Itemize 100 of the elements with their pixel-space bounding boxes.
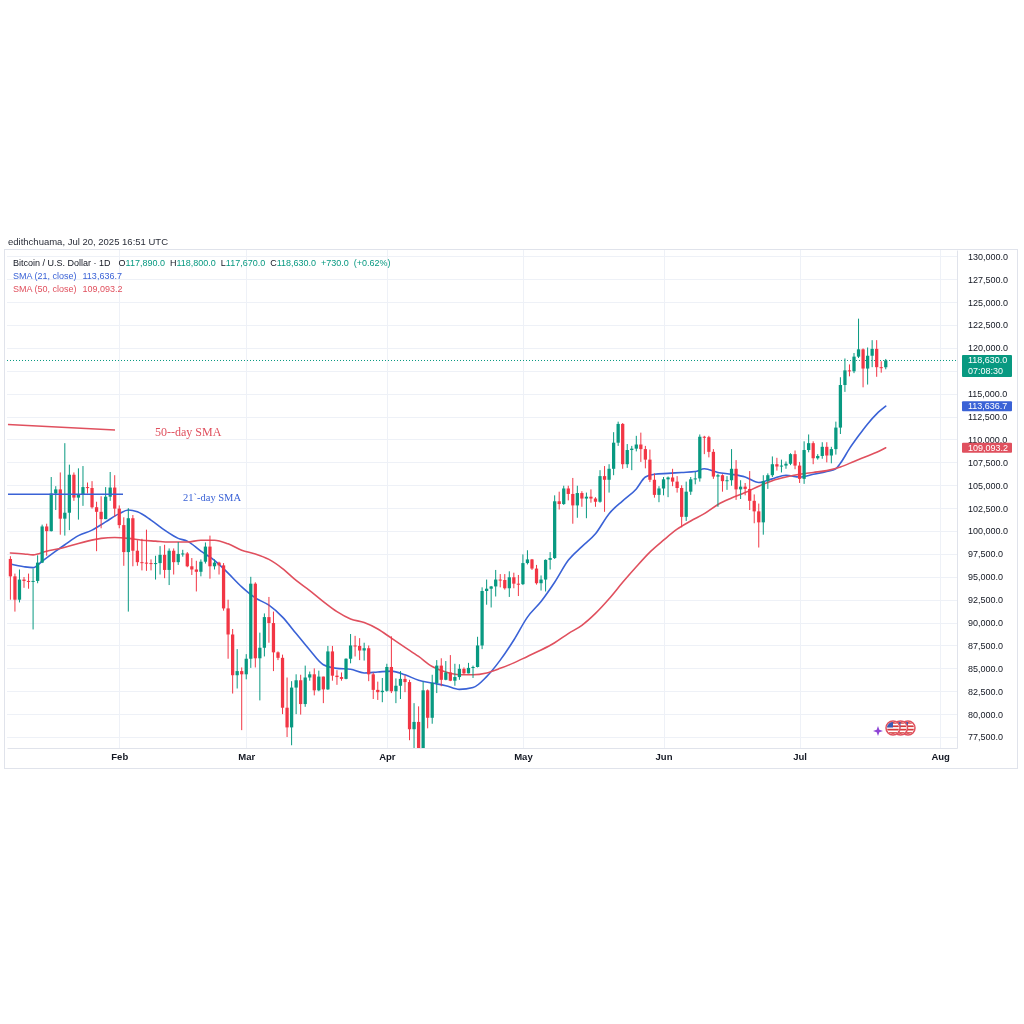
candlestick xyxy=(412,702,416,748)
candlestick xyxy=(31,568,35,630)
candlestick xyxy=(861,347,865,388)
candlestick xyxy=(498,573,502,588)
candlestick xyxy=(575,485,579,519)
candlestick xyxy=(162,544,167,579)
candlestick xyxy=(149,558,153,571)
candlestick xyxy=(562,485,566,506)
candlestick xyxy=(784,460,788,470)
candlestick xyxy=(675,475,679,494)
candlestick xyxy=(539,574,543,592)
y-tick-label: 122,500.0 xyxy=(968,320,1009,331)
candlestick xyxy=(797,461,802,484)
candlestick xyxy=(847,363,852,377)
candlestick xyxy=(716,473,720,508)
candlestick xyxy=(72,471,76,502)
text: 07:08:30 xyxy=(968,366,1004,377)
x-tick-label: Mar xyxy=(238,750,256,762)
candlestick xyxy=(403,674,407,693)
candlestick xyxy=(144,529,149,572)
candlestick xyxy=(353,635,357,657)
candlestick xyxy=(398,670,403,700)
candlestick xyxy=(607,463,611,494)
candlestick xyxy=(22,576,26,589)
y-tick-label: 100,000.0 xyxy=(968,526,1009,537)
candlestick xyxy=(475,636,480,668)
candlestick xyxy=(734,459,738,501)
candlestick xyxy=(661,476,666,496)
candlestick xyxy=(240,666,244,731)
candlestick xyxy=(285,677,289,738)
candlestick xyxy=(657,485,661,503)
candlestick xyxy=(439,657,443,687)
candlestick xyxy=(371,671,375,700)
candlestick xyxy=(471,665,475,679)
candlestick xyxy=(203,541,208,565)
y-tick-label: 85,000.0 xyxy=(968,663,1004,674)
candlestick xyxy=(104,486,108,520)
annotation: 113,636.7 xyxy=(82,271,122,282)
y-tick-label: 87,500.0 xyxy=(968,640,1004,651)
candlestick xyxy=(516,574,521,597)
x-tick-label: Feb xyxy=(111,750,129,762)
text: edithchuama, Jul 20, 2025 16:51 UTC xyxy=(8,235,169,247)
candlestick xyxy=(358,637,362,661)
y-tick-label: 107,500.0 xyxy=(968,457,1009,468)
x-tick-label: Jul xyxy=(793,750,807,762)
y-tick-label: 95,000.0 xyxy=(968,572,1004,583)
candlestick xyxy=(580,490,584,508)
candlestick xyxy=(875,339,879,378)
candlestick xyxy=(158,545,162,576)
text: Bitcoin / U.S. Dollar · 1D xyxy=(13,258,112,269)
candlestick xyxy=(13,573,17,613)
y-tick-label: 112,500.0 xyxy=(968,411,1008,422)
x-tick-label: Aug xyxy=(931,750,951,762)
candlestick xyxy=(453,663,457,687)
candlestick xyxy=(770,455,774,478)
candlestick xyxy=(54,485,58,511)
candlestick xyxy=(90,480,94,510)
y-tick-label: 110,000.0 xyxy=(968,434,1008,445)
candlestick xyxy=(602,465,607,513)
candlestick xyxy=(208,535,212,580)
candlestick xyxy=(448,654,452,682)
candlestick xyxy=(879,360,883,374)
text: 113,636.7 xyxy=(968,401,1008,412)
candlestick xyxy=(76,467,81,521)
candlestick xyxy=(81,465,85,507)
candlestick xyxy=(267,596,271,644)
candlestick xyxy=(312,667,316,696)
candlestick xyxy=(793,449,797,470)
candlestick xyxy=(140,538,144,571)
text: O117,890.0 H118,800.0 L117,670.0 C118,630.0 +730.0 (+0.62%) xyxy=(118,258,391,269)
candlestick xyxy=(294,673,298,715)
ref-line-label: 118,630.0 xyxy=(968,355,1008,366)
candlestick xyxy=(584,492,589,519)
candlestick xyxy=(856,318,861,359)
candlestick xyxy=(625,443,629,469)
y-tick-label: 125,000.0 xyxy=(968,297,1009,308)
y-tick-label: 92,500.0 xyxy=(968,595,1004,606)
candlestick xyxy=(299,674,303,716)
candlestick xyxy=(521,553,525,586)
candlestick xyxy=(167,547,171,586)
candlestick xyxy=(26,573,31,590)
annotation: 50--day SMA xyxy=(155,424,222,439)
y-tick-label: 120,000.0 xyxy=(968,343,1009,354)
y-tick-label: 105,000.0 xyxy=(968,480,1009,491)
candlestick xyxy=(707,435,711,458)
y-tick-label: 130,000.0 xyxy=(968,251,1009,262)
candlestick xyxy=(394,677,398,704)
candlestick xyxy=(811,440,815,465)
y-tick-label: 90,000.0 xyxy=(968,617,1004,628)
y-tick-label: 80,000.0 xyxy=(968,709,1004,720)
candlestick xyxy=(153,555,158,581)
text: 109,093.2 xyxy=(968,442,1009,453)
candlestick xyxy=(757,503,761,549)
candlestick xyxy=(94,501,99,552)
candlestick xyxy=(335,669,339,686)
y-tick-label: 127,500.0 xyxy=(968,274,1009,285)
candlestick xyxy=(507,570,511,598)
x-tick-label: May xyxy=(514,750,534,762)
candlestick xyxy=(748,470,752,511)
candlestick xyxy=(99,495,103,529)
